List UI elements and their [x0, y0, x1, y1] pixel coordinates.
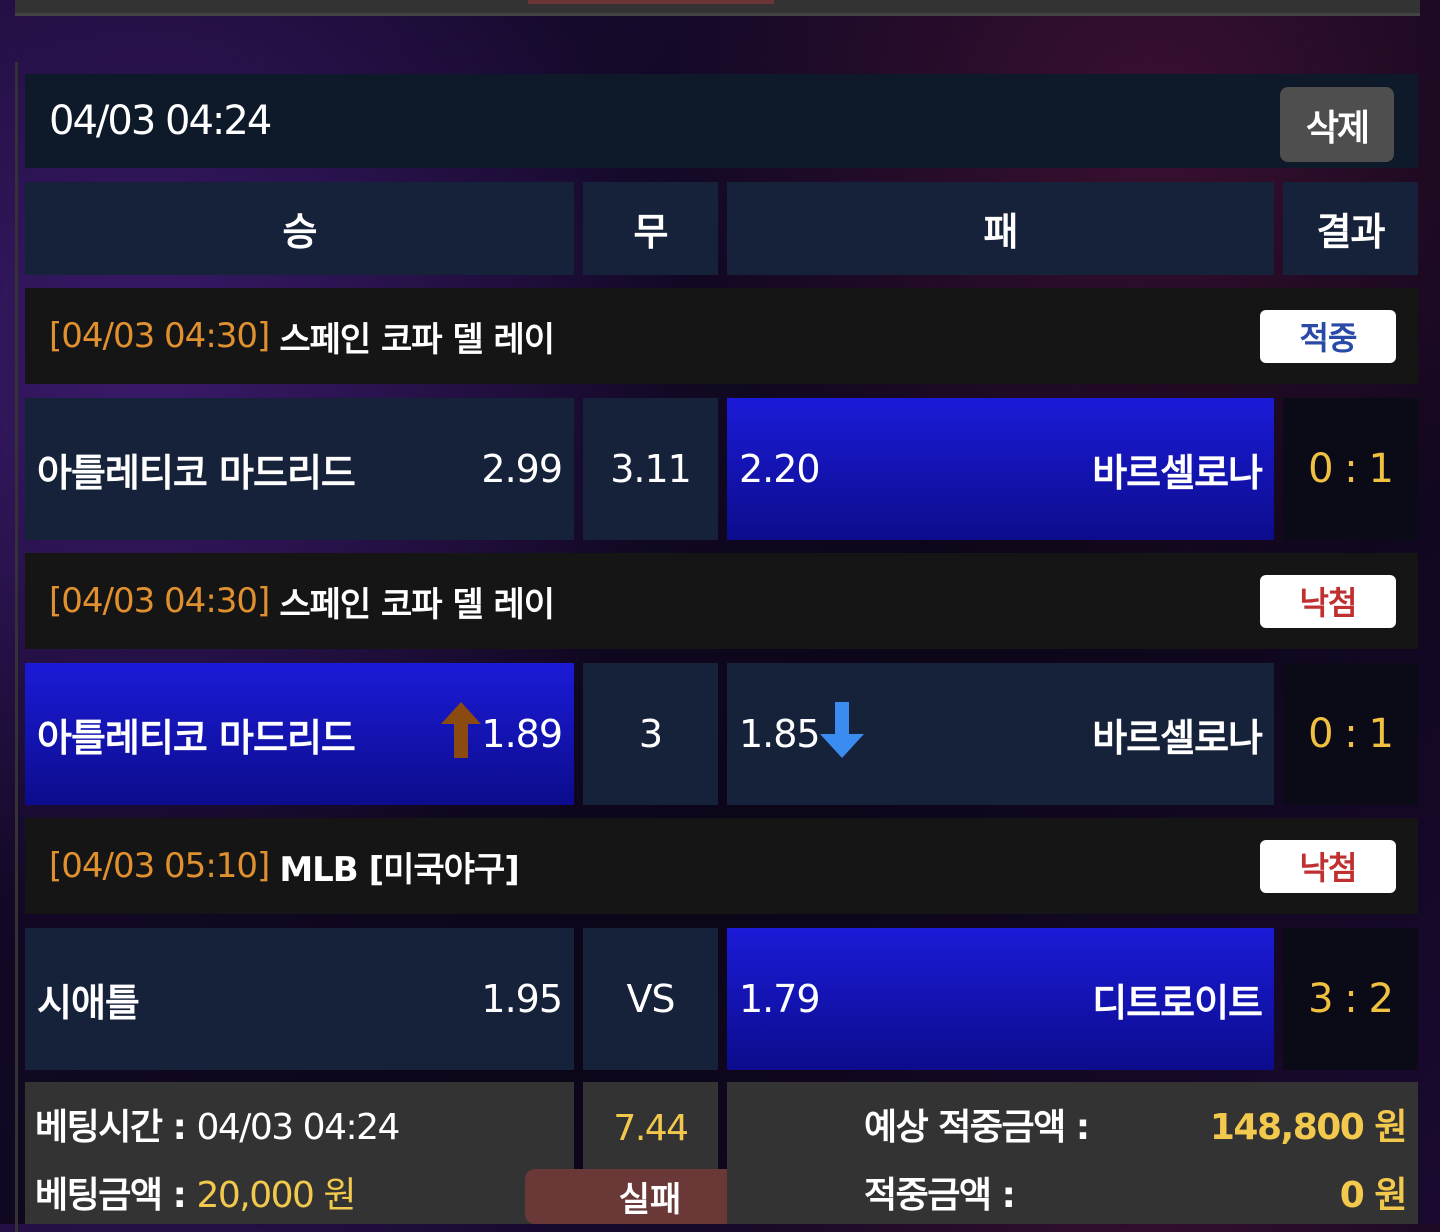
- bet-amount-label: 베팅금액 :: [35, 1175, 187, 1216]
- league-row: [04/03 05:10] MLB [미국야구] 낙첨: [25, 818, 1418, 914]
- away-team: 바르셀로나: [1092, 715, 1263, 760]
- bet-card: [15, 62, 1420, 1232]
- footer-right: 예상 적중금액 : 148,800 원 적중금액 : 0 원: [727, 1082, 1418, 1224]
- league-name: 스페인 코파 델 레이: [279, 584, 555, 625]
- home-odds: 1.95: [481, 977, 563, 1021]
- score: 0 : 1: [1283, 663, 1418, 805]
- home-team: 아틀레티코 마드리드: [37, 450, 356, 495]
- up-arrow-icon: [441, 701, 482, 767]
- match-time: [04/03 04:30]: [49, 316, 270, 356]
- draw-odds-button[interactable]: VS: [583, 928, 718, 1070]
- away-odds-button[interactable]: 1.85 바르셀로나: [727, 663, 1274, 805]
- away-odds: 1.85: [739, 712, 821, 756]
- col-result: 결과: [1283, 182, 1418, 275]
- status-badge: 낙첨: [1260, 839, 1396, 893]
- bet-datetime: 04/03 04:24: [25, 74, 1418, 168]
- home-odds-button[interactable]: 아틀레티코 마드리드 1.89: [25, 663, 574, 805]
- draw-odds-button[interactable]: 3: [583, 663, 718, 805]
- delete-button[interactable]: 삭제: [1280, 87, 1394, 162]
- league-name: MLB [미국야구]: [279, 849, 519, 890]
- home-odds: 1.89: [481, 712, 563, 756]
- away-odds: 1.79: [739, 977, 821, 1021]
- league-name: 스페인 코파 델 레이: [279, 319, 555, 360]
- home-odds: 2.99: [481, 447, 563, 491]
- away-odds: 2.20: [739, 447, 821, 491]
- won-amount: 0 원: [1339, 1175, 1408, 1216]
- draw-odds: VS: [626, 977, 675, 1021]
- away-team: 디트로이트: [1092, 980, 1263, 1025]
- draw-odds-button[interactable]: 3.11: [583, 398, 718, 540]
- bet-amount: 20,000 원: [196, 1175, 356, 1216]
- col-win: 승: [25, 182, 574, 275]
- league-row: [04/03 04:30] 스페인 코파 델 레이 낙첨: [25, 553, 1418, 649]
- expected-amount: 148,800 원: [1209, 1107, 1408, 1148]
- down-arrow-icon: [819, 701, 864, 767]
- score: 3 : 2: [1283, 928, 1418, 1070]
- bet-time: 04/03 04:24: [196, 1107, 400, 1148]
- previous-result-button: [528, 0, 774, 4]
- total-odds: 7.44: [613, 1108, 689, 1149]
- footer-left: 베팅시간 : 04/03 04:24 베팅금액 : 20,000 원: [25, 1082, 574, 1224]
- draw-odds: 3: [638, 712, 663, 756]
- draw-odds: 3.11: [610, 447, 692, 491]
- home-odds-button[interactable]: 아틀레티코 마드리드 2.99: [25, 398, 574, 540]
- away-odds-button[interactable]: 1.79 디트로이트: [727, 928, 1274, 1070]
- home-team: 아틀레티코 마드리드: [37, 715, 356, 760]
- away-team: 바르셀로나: [1092, 450, 1263, 495]
- won-label: 적중금액 :: [864, 1175, 1016, 1216]
- previous-card-footer: [15, 0, 1420, 16]
- away-odds-button[interactable]: 2.20 바르셀로나: [727, 398, 1274, 540]
- home-odds-button[interactable]: 시애틀 1.95: [25, 928, 574, 1070]
- col-draw: 무: [583, 182, 718, 275]
- expected-label: 예상 적중금액 :: [864, 1107, 1090, 1148]
- status-badge: 낙첨: [1260, 574, 1396, 628]
- league-row: [04/03 04:30] 스페인 코파 델 레이 적중: [25, 288, 1418, 384]
- status-badge: 적중: [1260, 309, 1396, 363]
- match-time: [04/03 04:30]: [49, 581, 270, 621]
- bet-time-label: 베팅시간 :: [35, 1107, 187, 1148]
- score: 0 : 1: [1283, 398, 1418, 540]
- home-team: 시애틀: [37, 980, 140, 1025]
- match-time: [04/03 05:10]: [49, 846, 270, 886]
- col-lose: 패: [727, 182, 1274, 275]
